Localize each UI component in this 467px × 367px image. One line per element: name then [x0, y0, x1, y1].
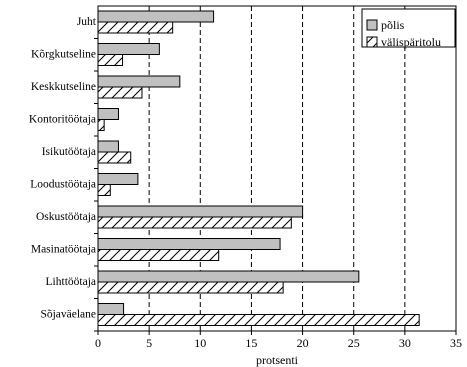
- bar-series-2: [97, 21, 174, 34]
- legend-swatch-series-2: [366, 36, 378, 48]
- legend-label-series-2: välispäritolu: [381, 35, 441, 49]
- bar-series-1: [97, 108, 119, 120]
- x-axis-label: protsenti: [256, 353, 299, 367]
- legend: põlis välispäritolu: [361, 8, 456, 49]
- bar-series-2: [97, 86, 143, 99]
- bar-series-2: [97, 54, 124, 66]
- bars: [97, 10, 420, 326]
- bar-series-1: [97, 270, 360, 283]
- x-tick-label: 30: [399, 336, 411, 350]
- bar-series-2: [97, 314, 420, 326]
- bar-series-2: [97, 216, 292, 229]
- category-label: Kõrgkutseline: [31, 49, 96, 61]
- bar-series-1: [97, 43, 160, 55]
- bar-series-1: [97, 173, 139, 185]
- category-label: Keskkutseline: [31, 81, 96, 93]
- bar-series-1: [97, 303, 125, 315]
- bar-series-2: [97, 151, 132, 164]
- category-label: Loodustöötaja: [30, 179, 96, 191]
- x-tick-label: 15: [245, 336, 257, 350]
- bar-series-2: [97, 281, 284, 294]
- x-tick-labels: 0 5 10 15 20 25 30 35: [95, 336, 462, 350]
- category-label: Sõjaväelane: [40, 309, 96, 321]
- bar-series-1: [97, 238, 281, 250]
- category-label: Lihttöötaja: [46, 276, 96, 288]
- bar-series-1: [97, 75, 181, 88]
- gridlines: [94, 6, 457, 335]
- bar-series-2: [97, 249, 220, 261]
- bar-series-2: [97, 119, 105, 131]
- category-label: Kontoritöötaja: [29, 114, 96, 126]
- legend-label-series-1: põlis: [381, 18, 405, 32]
- bar-series-1: [97, 205, 304, 218]
- x-tick-label: 0: [95, 336, 101, 350]
- bar-series-1: [97, 140, 119, 153]
- category-label: Isikutöötaja: [42, 146, 96, 158]
- bar-series-1: [97, 10, 215, 23]
- x-tick-label: 20: [297, 336, 309, 350]
- x-tick-label: 35: [450, 336, 462, 350]
- category-label: Oskustöötaja: [36, 211, 96, 223]
- category-label: Masinatöötaja: [31, 244, 96, 256]
- bar-series-2: [97, 184, 111, 196]
- x-tick-label: 5: [146, 336, 152, 350]
- category-label: Juht: [77, 16, 97, 28]
- x-tick-label: 25: [348, 336, 360, 350]
- category-labels: Juht Kõrgkutseline Keskkutseline Kontoritöö…: [29, 16, 97, 321]
- x-tick-label: 10: [194, 336, 206, 350]
- legend-swatch-series-1: [366, 19, 378, 31]
